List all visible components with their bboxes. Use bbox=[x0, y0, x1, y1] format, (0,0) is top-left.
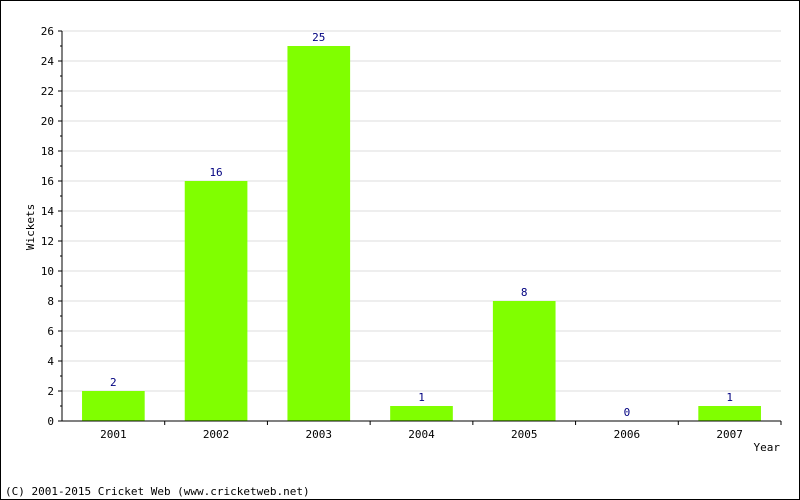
y-tick-label: 10 bbox=[41, 265, 54, 278]
bar-value-label: 1 bbox=[726, 391, 733, 404]
x-tick-label: 2007 bbox=[716, 428, 743, 441]
bar-value-label: 0 bbox=[624, 406, 631, 419]
x-tick-label: 2002 bbox=[203, 428, 230, 441]
bar-value-label: 8 bbox=[521, 286, 528, 299]
y-tick-label: 12 bbox=[41, 235, 54, 248]
bar bbox=[492, 301, 556, 421]
bar bbox=[184, 181, 248, 421]
y-tick-label: 20 bbox=[41, 115, 54, 128]
bar-value-label: 2 bbox=[110, 376, 117, 389]
copyright-notice: (C) 2001-2015 Cricket Web (www.cricketwe… bbox=[5, 485, 310, 498]
labels: 0246810121416182022242622001162002252003… bbox=[41, 25, 743, 441]
y-tick-label: 24 bbox=[41, 55, 55, 68]
y-tick-label: 6 bbox=[47, 325, 54, 338]
y-tick-label: 4 bbox=[47, 355, 54, 368]
y-tick-label: 8 bbox=[47, 295, 54, 308]
y-tick-label: 16 bbox=[41, 175, 54, 188]
x-tick-label: 2004 bbox=[408, 428, 435, 441]
x-tick-label: 2005 bbox=[511, 428, 538, 441]
bar bbox=[390, 406, 453, 421]
bars bbox=[82, 46, 761, 421]
axes bbox=[58, 30, 782, 425]
y-tick-label: 26 bbox=[41, 25, 54, 38]
y-tick-label: 22 bbox=[41, 85, 54, 98]
x-tick-label: 2003 bbox=[306, 428, 333, 441]
y-tick-label: 2 bbox=[47, 385, 54, 398]
y-tick-label: 0 bbox=[47, 415, 54, 428]
bar-value-label: 1 bbox=[418, 391, 425, 404]
bar bbox=[287, 46, 351, 421]
bar bbox=[82, 391, 145, 421]
y-axis-title: Wickets bbox=[24, 204, 37, 250]
grid-lines bbox=[62, 30, 781, 392]
y-tick-label: 14 bbox=[41, 205, 55, 218]
bar-value-label: 25 bbox=[312, 31, 325, 44]
x-axis-title: Year bbox=[754, 441, 781, 454]
bar bbox=[698, 406, 761, 421]
x-tick-label: 2006 bbox=[614, 428, 641, 441]
y-tick-label: 18 bbox=[41, 145, 54, 158]
bar-value-label: 16 bbox=[209, 166, 222, 179]
x-tick-label: 2001 bbox=[100, 428, 127, 441]
